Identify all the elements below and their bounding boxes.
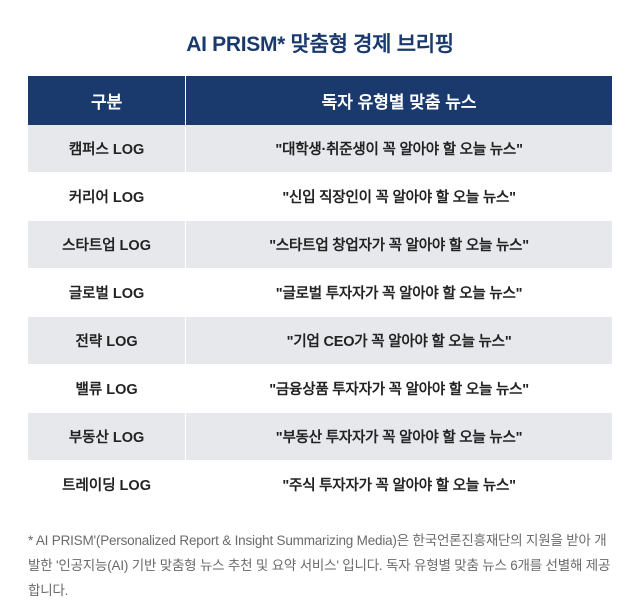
table-row: 밸류 LOG "금융상품 투자자가 꼭 알아야 할 오늘 뉴스" xyxy=(28,365,612,413)
cell-category: 스타트업 LOG xyxy=(28,221,186,269)
header-category: 구분 xyxy=(28,76,186,125)
cell-news: "부동산 투자자가 꼭 알아야 할 오늘 뉴스" xyxy=(186,413,612,461)
cell-category: 트레이딩 LOG xyxy=(28,461,186,509)
table-header-row: 구분 독자 유형별 맞춤 뉴스 xyxy=(28,76,612,125)
table-row: 글로벌 LOG "글로벌 투자자가 꼭 알아야 할 오늘 뉴스" xyxy=(28,269,612,317)
table-row: 스타트업 LOG "스타트업 창업자가 꼭 알아야 할 오늘 뉴스" xyxy=(28,221,612,269)
cell-category: 커리어 LOG xyxy=(28,173,186,221)
cell-news: "기업 CEO가 꼭 알아야 할 오늘 뉴스" xyxy=(186,317,612,365)
cell-category: 글로벌 LOG xyxy=(28,269,186,317)
cell-news: "금융상품 투자자가 꼭 알아야 할 오늘 뉴스" xyxy=(186,365,612,413)
cell-category: 전략 LOG xyxy=(28,317,186,365)
cell-category: 밸류 LOG xyxy=(28,365,186,413)
table-row: 커리어 LOG "신입 직장인이 꼭 알아야 할 오늘 뉴스" xyxy=(28,173,612,221)
table-row: 부동산 LOG "부동산 투자자가 꼭 알아야 할 오늘 뉴스" xyxy=(28,413,612,461)
table-row: 전략 LOG "기업 CEO가 꼭 알아야 할 오늘 뉴스" xyxy=(28,317,612,365)
cell-news: "글로벌 투자자가 꼭 알아야 할 오늘 뉴스" xyxy=(186,269,612,317)
footnote-text: * AI PRISM'(Personalized Report & Insigh… xyxy=(28,529,612,604)
briefing-table: 구분 독자 유형별 맞춤 뉴스 캠퍼스 LOG "대학생·취준생이 꼭 알아야 … xyxy=(28,76,612,509)
cell-news: "스타트업 창업자가 꼭 알아야 할 오늘 뉴스" xyxy=(186,221,612,269)
cell-news: "신입 직장인이 꼭 알아야 할 오늘 뉴스" xyxy=(186,173,612,221)
table-row: 트레이딩 LOG "주식 투자자가 꼭 알아야 할 오늘 뉴스" xyxy=(28,461,612,509)
page-title: AI PRISM* 맞춤형 경제 브리핑 xyxy=(28,28,612,58)
cell-news: "주식 투자자가 꼭 알아야 할 오늘 뉴스" xyxy=(186,461,612,509)
cell-category: 부동산 LOG xyxy=(28,413,186,461)
table-row: 캠퍼스 LOG "대학생·취준생이 꼭 알아야 할 오늘 뉴스" xyxy=(28,125,612,173)
cell-news: "대학생·취준생이 꼭 알아야 할 오늘 뉴스" xyxy=(186,125,612,173)
cell-category: 캠퍼스 LOG xyxy=(28,125,186,173)
header-news: 독자 유형별 맞춤 뉴스 xyxy=(186,76,612,125)
